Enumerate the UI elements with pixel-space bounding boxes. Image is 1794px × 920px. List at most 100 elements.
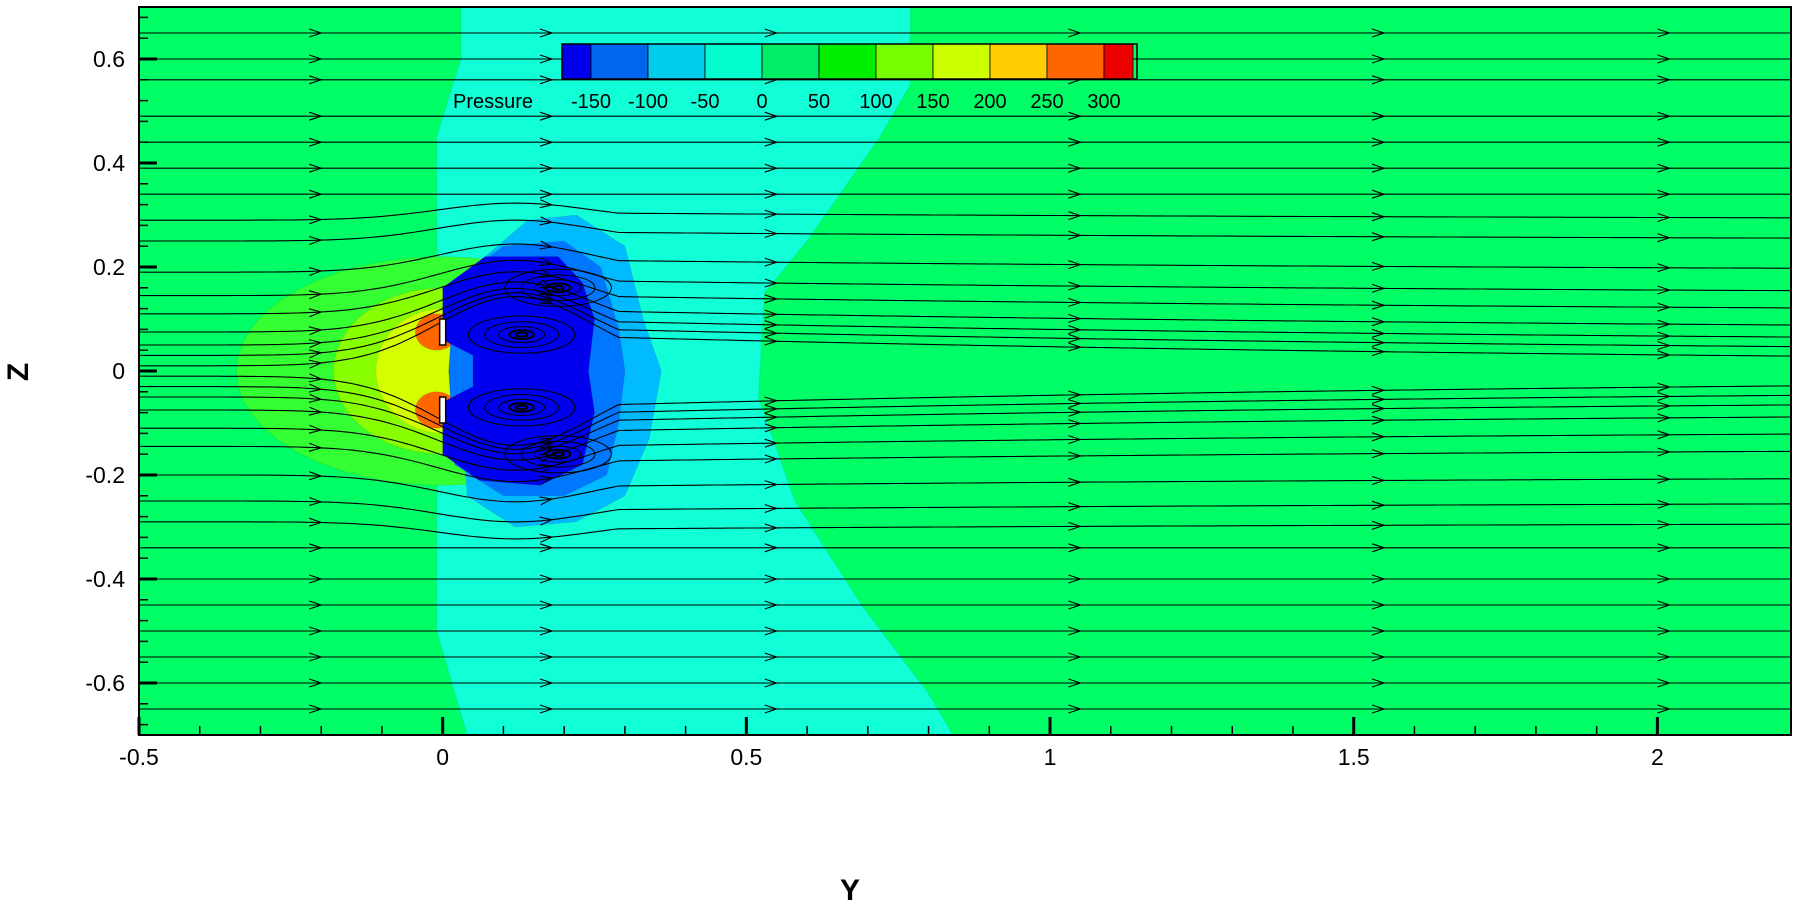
- streamline-arrow: [1371, 317, 1386, 327]
- streamline-arrow: [1657, 413, 1672, 423]
- streamline-arrow: [1068, 325, 1083, 335]
- streamline-arrow: [539, 447, 554, 456]
- streamline-arrow: [1068, 652, 1083, 662]
- legend-level-label: 100: [859, 91, 892, 113]
- streamline-arrow: [1657, 340, 1672, 351]
- streamline-arrow: [764, 412, 779, 422]
- region-wake-band: [436, 7, 954, 735]
- streamline-arrow: [1371, 574, 1386, 584]
- streamline-arrow: [308, 373, 323, 383]
- streamline-arrow: [309, 75, 323, 85]
- streamline: [139, 521, 1791, 540]
- streamline-arrow: [1657, 75, 1672, 85]
- streamline-arrow: [1371, 600, 1386, 610]
- pressure-legend: Pressure -150 -100 -50 0 50 100 150 200 250 300: [453, 43, 1138, 113]
- streamline-arrow: [1371, 347, 1386, 357]
- streamline-arrow: [1657, 652, 1672, 662]
- streamline-arrow: [539, 28, 554, 38]
- legend-swatch: [1103, 43, 1134, 80]
- streamline-arrow: [539, 543, 554, 553]
- y-tick-label: -0.6: [85, 670, 125, 696]
- streamline: [139, 259, 1791, 297]
- streamline-arrow: [539, 257, 554, 267]
- streamline-arrow: [539, 464, 554, 473]
- streamline-arrow: [1068, 435, 1083, 445]
- streamline-arrow: [1068, 211, 1083, 221]
- legend-level-label: -150: [571, 91, 611, 113]
- streamline-arrow: [764, 137, 779, 147]
- streamline-arrow: [1657, 212, 1672, 223]
- streamline-arrow: [764, 294, 779, 304]
- streamline-arrow: [1371, 415, 1386, 425]
- streamline-arrow: [764, 574, 779, 584]
- legend-swatch: [647, 43, 706, 80]
- streamline-arrow: [308, 383, 323, 393]
- streamline-arrow: [764, 523, 779, 533]
- streamline-arrow: [1371, 283, 1386, 293]
- streamline-arrow: [308, 406, 323, 416]
- legend-swatch: [590, 43, 649, 80]
- streamline-arrow: [1068, 281, 1083, 291]
- streamline-arrow: [764, 257, 779, 267]
- streamline-arrow: [1657, 54, 1672, 64]
- streamline-arrow: [764, 543, 779, 553]
- streamline-arrow: [309, 600, 323, 610]
- streamline-arrow: [764, 209, 779, 219]
- legend-level-label: 200: [973, 91, 1006, 113]
- streamline-arrow: [764, 626, 779, 636]
- legend-swatch: [875, 43, 934, 80]
- streamline-arrow: [539, 240, 554, 250]
- streamline-arrow: [1657, 263, 1672, 273]
- streamlines: [139, 28, 1791, 714]
- streamline-arrow: [1657, 302, 1672, 312]
- streamline-arrow: [539, 75, 554, 85]
- streamline-arrow: [539, 295, 554, 305]
- streamline-arrow: [539, 574, 554, 584]
- streamline-arrow: [764, 163, 779, 173]
- y-tick-label: -0.4: [85, 566, 125, 592]
- streamline-arrow: [539, 533, 554, 543]
- streamline-arrow: [1657, 600, 1672, 610]
- streamline-arrow: [764, 320, 779, 330]
- streamline-arrow: [1657, 543, 1672, 553]
- streamline-arrow: [1371, 475, 1386, 486]
- legend-swatch: [1046, 43, 1105, 80]
- streamline-arrow: [764, 704, 779, 714]
- streamline-arrow: [764, 423, 779, 433]
- legend-swatch: [561, 43, 592, 80]
- streamline-arrow: [539, 600, 554, 610]
- streamline-arrow: [1371, 385, 1386, 395]
- plot-area: [139, 7, 1791, 735]
- legend-swatch: [761, 43, 820, 80]
- streamline-arrow: [1068, 574, 1083, 584]
- streamline-arrow: [1371, 678, 1386, 688]
- streamline-arrow: [1068, 626, 1083, 636]
- streamline-arrow: [309, 574, 323, 584]
- streamline-arrow: [1371, 261, 1386, 271]
- streamline-arrow: [1657, 678, 1672, 688]
- streamline-arrow: [1371, 328, 1386, 338]
- y-tick-label: -0.2: [85, 462, 125, 488]
- y-tick-label: 0.4: [93, 150, 125, 176]
- legend-frame: [561, 43, 1138, 80]
- legend-title: Pressure: [453, 91, 533, 113]
- streamline-arrow: [539, 652, 554, 662]
- streamline-arrow: [308, 290, 323, 300]
- plate-segment: [438, 396, 447, 424]
- streamline-arrow: [1068, 502, 1083, 512]
- streamline-arrow: [764, 189, 779, 199]
- streamline-arrow: [1068, 163, 1083, 173]
- streamline-arrow: [1371, 212, 1386, 222]
- vortex-upper-inner: [467, 315, 576, 354]
- streamline-arrow: [308, 235, 323, 246]
- streamline-arrow: [1068, 543, 1083, 553]
- vortex-upper-outer: [504, 268, 612, 307]
- plate-segment: [438, 318, 447, 346]
- streamline-arrow: [539, 216, 554, 226]
- streamline-arrow: [764, 454, 779, 464]
- streamline-arrow: [1371, 543, 1386, 553]
- streamline-arrow: [764, 678, 779, 688]
- streamline-arrow: [539, 626, 554, 636]
- streamline-arrow: [1068, 704, 1083, 714]
